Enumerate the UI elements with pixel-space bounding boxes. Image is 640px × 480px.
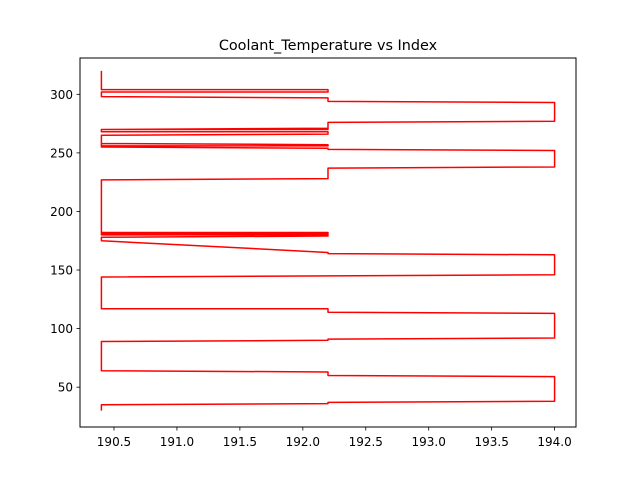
y-tick-label: 250 xyxy=(50,146,73,160)
chart-title: Coolant_Temperature vs Index xyxy=(219,38,438,54)
y-tick-label: 200 xyxy=(50,205,73,219)
x-tick-label: 194.0 xyxy=(537,435,571,449)
x-tick-label: 192.5 xyxy=(349,435,383,449)
y-axis: 50 100 150 200 250 300 xyxy=(50,88,80,395)
x-tick-label: 191.5 xyxy=(223,435,257,449)
y-tick-label: 100 xyxy=(50,322,73,336)
plot-area xyxy=(100,70,556,411)
x-tick-label: 193.0 xyxy=(412,435,446,449)
y-tick-label: 150 xyxy=(50,264,73,278)
x-tick-label: 190.5 xyxy=(97,435,131,449)
y-tick-label: 300 xyxy=(50,88,73,102)
y-tick-label: 50 xyxy=(58,381,73,395)
axes-frame xyxy=(79,57,577,428)
x-axis: 190.5 191.0 191.5 192.0 192.5 193.0 193.5 194.0 xyxy=(97,427,572,449)
x-tick-label: 192.0 xyxy=(286,435,320,449)
x-tick-label: 193.5 xyxy=(474,435,508,449)
x-tick-label: 191.0 xyxy=(160,435,194,449)
series-line-0 xyxy=(100,70,556,411)
